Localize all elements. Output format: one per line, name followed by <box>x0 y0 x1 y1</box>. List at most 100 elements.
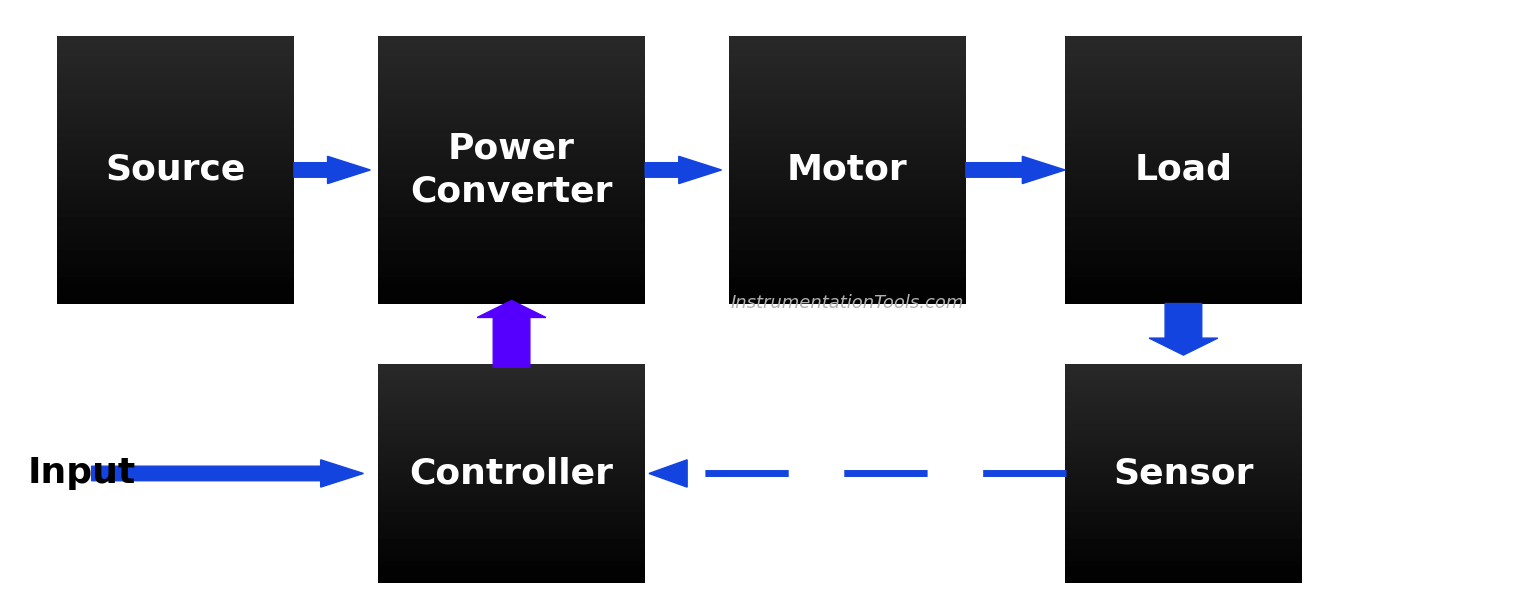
Bar <box>1066 76 1301 83</box>
Bar <box>1066 452 1301 457</box>
Bar <box>379 283 646 290</box>
Bar <box>379 544 646 550</box>
FancyArrow shape <box>476 300 547 367</box>
Text: Power
Converter: Power Converter <box>411 132 612 208</box>
Bar <box>1066 183 1301 190</box>
Bar <box>1066 561 1301 566</box>
Bar <box>1066 243 1301 250</box>
Bar <box>379 137 646 143</box>
Bar <box>730 117 967 123</box>
Bar <box>379 83 646 90</box>
Bar <box>1066 130 1301 137</box>
Bar <box>379 243 646 250</box>
Bar <box>58 190 293 197</box>
Bar <box>1066 463 1301 468</box>
Bar <box>58 183 293 190</box>
Bar <box>730 63 967 70</box>
Bar <box>1066 70 1301 76</box>
Text: Input: Input <box>27 456 136 490</box>
Bar <box>1066 63 1301 70</box>
Bar <box>379 528 646 534</box>
Bar <box>1066 197 1301 203</box>
Bar <box>379 43 646 50</box>
Bar <box>1066 223 1301 230</box>
Bar <box>58 43 293 50</box>
Bar <box>1066 177 1301 183</box>
Bar <box>379 277 646 283</box>
Bar <box>379 468 646 473</box>
Bar <box>379 572 646 577</box>
Bar <box>730 283 967 290</box>
Bar <box>730 137 967 143</box>
FancyArrow shape <box>965 157 1066 183</box>
Bar <box>58 157 293 163</box>
Bar <box>1066 290 1301 297</box>
Bar <box>379 70 646 76</box>
Bar <box>58 130 293 137</box>
Bar <box>1066 270 1301 277</box>
Bar <box>379 577 646 583</box>
Bar <box>379 392 646 397</box>
Bar <box>379 424 646 430</box>
Bar <box>58 143 293 150</box>
Bar <box>1066 397 1301 402</box>
Bar <box>730 297 967 304</box>
Bar <box>1066 143 1301 150</box>
Bar <box>1066 490 1301 495</box>
Bar <box>58 36 293 43</box>
Bar <box>379 463 646 468</box>
Bar <box>379 402 646 408</box>
Bar <box>379 523 646 528</box>
Bar <box>1066 484 1301 490</box>
Bar <box>730 50 967 56</box>
Bar <box>730 157 967 163</box>
Bar <box>379 561 646 566</box>
Bar <box>730 177 967 183</box>
Bar <box>730 150 967 157</box>
Bar <box>1066 402 1301 408</box>
Bar <box>1066 237 1301 243</box>
Bar <box>730 270 967 277</box>
Bar <box>1066 117 1301 123</box>
Bar <box>1066 424 1301 430</box>
Bar <box>1066 90 1301 97</box>
Bar <box>730 56 967 63</box>
Bar <box>1066 36 1301 43</box>
Bar <box>730 90 967 97</box>
Bar <box>379 566 646 572</box>
Bar <box>730 217 967 223</box>
Bar <box>1066 157 1301 163</box>
Bar <box>379 263 646 270</box>
Bar <box>730 103 967 110</box>
Bar <box>1066 217 1301 223</box>
Bar <box>1066 297 1301 304</box>
Bar <box>1066 528 1301 534</box>
Bar <box>730 190 967 197</box>
Bar <box>379 473 646 479</box>
Bar <box>1066 523 1301 528</box>
Bar <box>730 183 967 190</box>
Bar <box>730 210 967 217</box>
Bar <box>1066 413 1301 419</box>
Bar <box>730 243 967 250</box>
Bar <box>730 290 967 297</box>
Bar <box>379 386 646 392</box>
Bar <box>379 223 646 230</box>
Bar <box>379 370 646 375</box>
Bar <box>379 76 646 83</box>
Bar <box>1066 190 1301 197</box>
Bar <box>379 430 646 435</box>
Text: Motor: Motor <box>786 153 909 187</box>
Bar <box>379 97 646 103</box>
Bar <box>58 297 293 304</box>
Bar <box>58 217 293 223</box>
Bar <box>379 163 646 170</box>
Bar <box>1066 283 1301 290</box>
Bar <box>1066 408 1301 413</box>
Bar <box>1066 123 1301 130</box>
Bar <box>730 76 967 83</box>
Bar <box>379 197 646 203</box>
Bar <box>730 257 967 263</box>
Text: Sensor: Sensor <box>1113 456 1254 490</box>
Bar <box>1066 435 1301 441</box>
